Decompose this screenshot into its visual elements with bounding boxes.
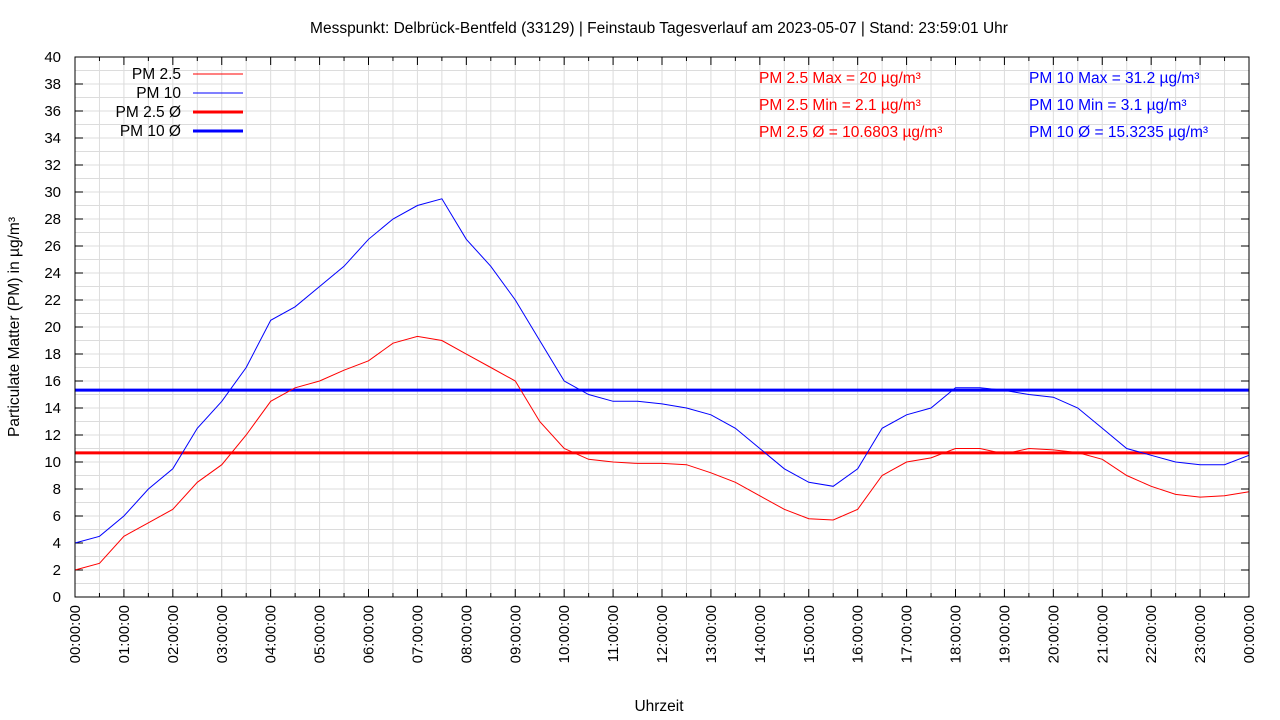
y-tick-label: 18	[44, 346, 61, 363]
x-tick-label: 09:00:00	[507, 605, 524, 663]
x-tick-label: 05:00:00	[312, 605, 329, 663]
y-tick-label: 12	[44, 427, 61, 444]
x-tick-label: 06:00:00	[361, 605, 378, 663]
grid	[74, 56, 1250, 598]
series-line	[74, 335, 1250, 571]
x-tick-label: 20:00:00	[1045, 605, 1062, 663]
y-tick-label: 30	[44, 184, 61, 201]
y-tick-label: 26	[44, 238, 61, 255]
y-tick-label: 2	[53, 562, 61, 579]
y-tick-label: 20	[44, 319, 61, 336]
x-tick-label: 15:00:00	[801, 605, 818, 663]
legend: PM 2.5 PM 10 PM 2.5 Ø PM 10 Ø	[116, 66, 243, 140]
pm25-stat: PM 2.5 Max = 20 µg/m³	[759, 70, 921, 87]
x-tick-label: 21:00:00	[1094, 605, 1111, 663]
pm25-stat: PM 2.5 Ø = 10.6803 µg/m³	[759, 124, 942, 141]
y-tick-label: 28	[44, 211, 61, 228]
x-tick-label: 12:00:00	[654, 605, 671, 663]
y-tick-label: 38	[44, 76, 61, 93]
x-tick-label: 13:00:00	[703, 605, 720, 663]
chart-title: Messpunkt: Delbrück-Bentfeld (33129) | F…	[310, 20, 1008, 37]
y-tick-label: 0	[53, 589, 61, 606]
x-tick-label: 23:00:00	[1192, 605, 1209, 663]
x-axis-label: Uhrzeit	[634, 698, 684, 715]
legend-label: PM 2.5 Ø	[116, 104, 181, 121]
x-tick-label: 18:00:00	[948, 605, 965, 663]
plot-frame	[74, 56, 1250, 598]
x-tick-label: 16:00:00	[850, 605, 867, 663]
y-tick-label: 22	[44, 292, 61, 309]
y-tick-label: 40	[44, 49, 61, 66]
x-tick-label: 10:00:00	[556, 605, 573, 663]
legend-label: PM 10 Ø	[120, 123, 181, 140]
y-axis-label: Particulate Matter (PM) in µg/m³	[6, 217, 23, 437]
pm10-stat: PM 10 Max = 31.2 µg/m³	[1029, 70, 1199, 87]
y-tick-label: 24	[44, 265, 61, 282]
x-tick-label: 17:00:00	[899, 605, 916, 663]
y-tick-label: 32	[44, 157, 61, 174]
pm10-stat: PM 10 Min = 3.1 µg/m³	[1029, 97, 1187, 114]
y-tick-label: 36	[44, 103, 61, 120]
x-tick-label: 14:00:00	[752, 605, 769, 663]
x-tick-label: 01:00:00	[116, 605, 133, 663]
x-tick-label: 19:00:00	[996, 605, 1013, 663]
x-tick-label: 07:00:00	[409, 605, 426, 663]
series-group	[74, 198, 1250, 571]
annotations: PM 2.5 Max = 20 µg/m³ PM 2.5 Min = 2.1 µg…	[759, 70, 1208, 141]
y-tick-label: 10	[44, 454, 61, 471]
pm25-stat: PM 2.5 Min = 2.1 µg/m³	[759, 97, 921, 114]
y-tick-label: 16	[44, 373, 61, 390]
x-tick-label: 11:00:00	[605, 605, 622, 662]
x-tick-label: 08:00:00	[458, 605, 475, 663]
y-tick-label: 34	[44, 130, 61, 147]
axis-ticks: 024681012141618202224262830323436384000:…	[44, 49, 1258, 663]
x-tick-label: 04:00:00	[263, 605, 280, 663]
y-tick-label: 14	[44, 400, 61, 417]
x-tick-label: 03:00:00	[214, 605, 231, 663]
y-tick-label: 8	[53, 481, 61, 498]
x-tick-label: 00:00:00	[1241, 605, 1258, 663]
x-tick-label: 00:00:00	[67, 605, 84, 663]
pm10-stat: PM 10 Ø = 15.3235 µg/m³	[1029, 124, 1208, 141]
y-tick-label: 4	[53, 535, 61, 552]
legend-label: PM 10	[136, 85, 181, 102]
x-tick-label: 22:00:00	[1143, 605, 1160, 663]
y-tick-label: 6	[53, 508, 61, 525]
series-line	[74, 198, 1250, 544]
legend-label: PM 2.5	[132, 66, 181, 83]
x-tick-label: 02:00:00	[165, 605, 182, 663]
